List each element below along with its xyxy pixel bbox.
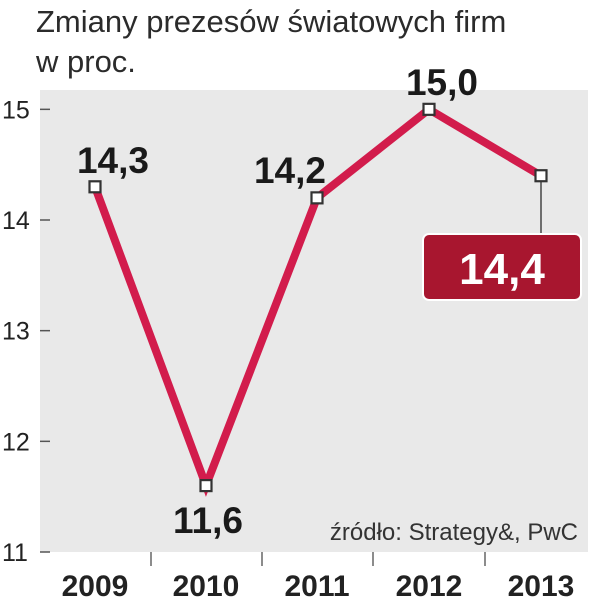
plot-panel <box>40 90 588 552</box>
data-point-marker <box>422 102 436 116</box>
data-value-label: 14,3 <box>77 140 149 181</box>
title-line-1: Zmiany prezesów światowych firm <box>36 4 507 39</box>
x-tick-label: 2013 <box>508 570 575 603</box>
y-tick-label: 12 <box>2 428 30 456</box>
x-tick-label: 2012 <box>396 570 463 603</box>
callout-connector <box>422 175 582 301</box>
y-tick-label: 15 <box>2 96 30 124</box>
data-point-marker <box>534 169 548 183</box>
data-point-marker <box>199 479 213 493</box>
data-point-marker <box>310 191 324 205</box>
data-value-label: 15,0 <box>406 62 478 103</box>
highlight-box <box>422 233 582 301</box>
y-axis: 11 12 13 14 15 <box>2 96 50 567</box>
y-tick-label: 14 <box>2 207 30 235</box>
x-axis: 2009 2010 2011 2012 2013 <box>62 552 575 603</box>
x-tick-label: 2009 <box>62 570 129 603</box>
y-tick-label: 13 <box>2 318 30 346</box>
data-value-label: 11,6 <box>173 500 243 541</box>
title-line-2: w proc. <box>36 44 136 79</box>
chart-title: Zmiany prezesów światowych firm w proc. <box>36 2 586 82</box>
data-labels: 14,3 11,6 14,2 15,0 14,4 <box>77 62 545 541</box>
data-value-label: 14,2 <box>254 150 326 191</box>
x-tick-label: 2010 <box>173 570 240 603</box>
source-note: źródło: Strategy&, PwC <box>330 519 578 546</box>
data-markers <box>88 102 548 493</box>
highlight-value-label: 14,4 <box>459 245 545 294</box>
data-point-marker <box>88 180 102 194</box>
y-tick-label: 11 <box>2 539 28 567</box>
x-tick-label: 2011 <box>284 570 349 603</box>
